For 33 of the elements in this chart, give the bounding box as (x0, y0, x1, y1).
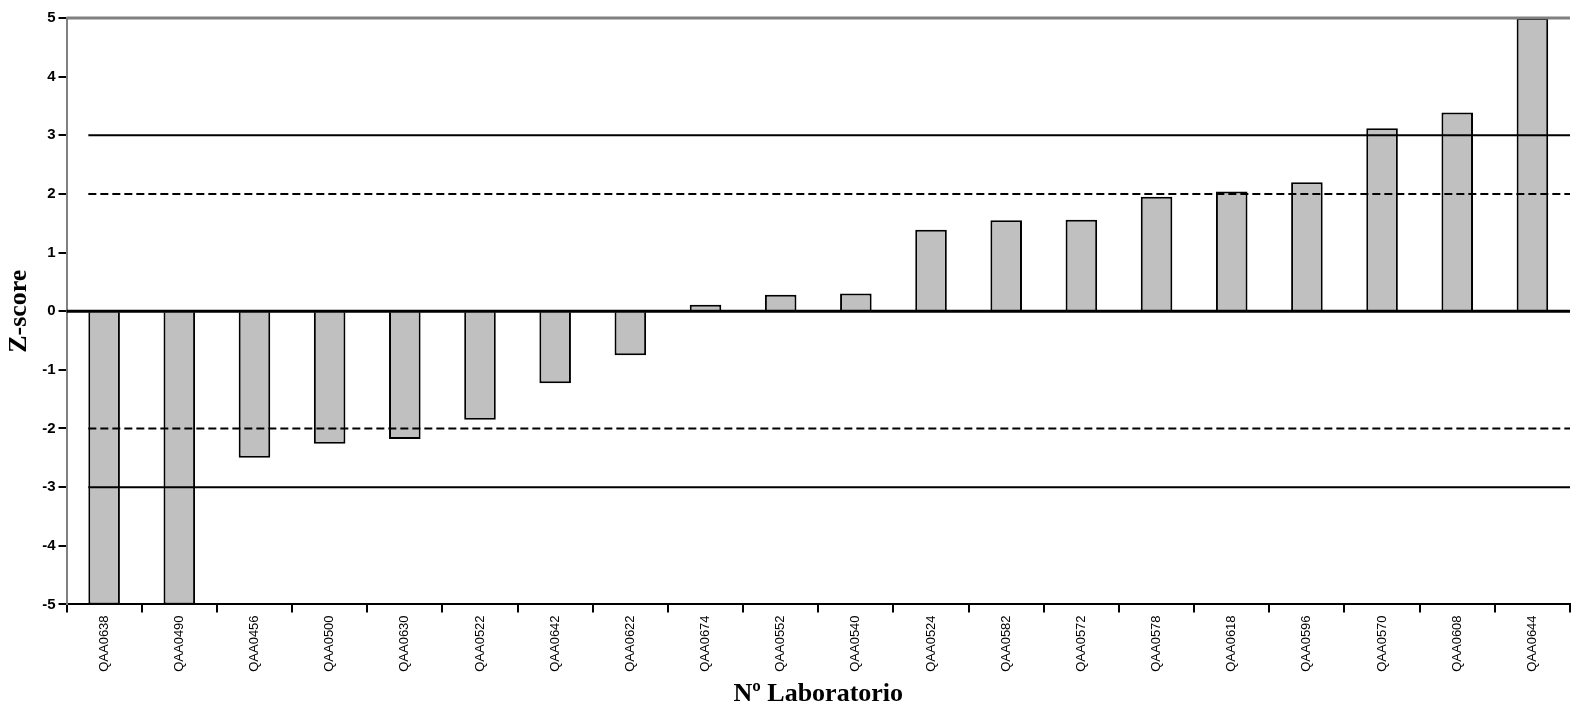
x-tick-label: QAA0644 (1523, 615, 1539, 672)
x-tick-label: QAA0618 (1223, 615, 1239, 672)
x-tick-label: QAA0570 (1373, 615, 1389, 672)
x-tick-label: QAA0642 (546, 615, 562, 672)
y-tick-label: -3 (42, 477, 56, 495)
x-tick-label: QAA0608 (1448, 615, 1464, 672)
x-tick-label: QAA0500 (321, 615, 337, 672)
x-tick-label: QAA0622 (621, 615, 637, 672)
y-tick-label: 3 (47, 125, 56, 143)
x-tick-label: QAA0490 (170, 615, 186, 672)
x-tick-label: QAA0630 (396, 615, 412, 672)
x-tick-label: QAA0596 (1298, 615, 1314, 672)
y-tick-label: 4 (47, 66, 57, 84)
y-tick-label: -4 (42, 535, 57, 553)
x-axis-title: Nº Laboratorio (733, 678, 904, 708)
x-tick-label: QAA0540 (847, 615, 863, 672)
x-tick-label: QAA0638 (95, 615, 111, 672)
y-tick-label: 1 (47, 242, 56, 260)
x-tick-label: QAA0674 (697, 615, 713, 672)
y-tick-label: -5 (42, 594, 56, 612)
x-tick-label: QAA0578 (1148, 615, 1164, 672)
x-tick-label: QAA0522 (471, 615, 487, 672)
x-tick-label: QAA0572 (1072, 615, 1088, 672)
x-tick-label: QAA0582 (997, 615, 1013, 672)
y-axis-title: Z-score (3, 269, 33, 353)
y-tick-label: 2 (47, 184, 56, 202)
y-tick-label: 0 (47, 301, 56, 319)
x-tick-label: QAA0552 (772, 615, 788, 672)
y-tick-label: -1 (42, 360, 56, 377)
y-tick-label: -2 (42, 418, 56, 436)
x-tick-label: QAA0524 (922, 615, 938, 672)
y-tick-label: 5 (47, 8, 56, 26)
x-tick-label: QAA0456 (246, 615, 262, 672)
